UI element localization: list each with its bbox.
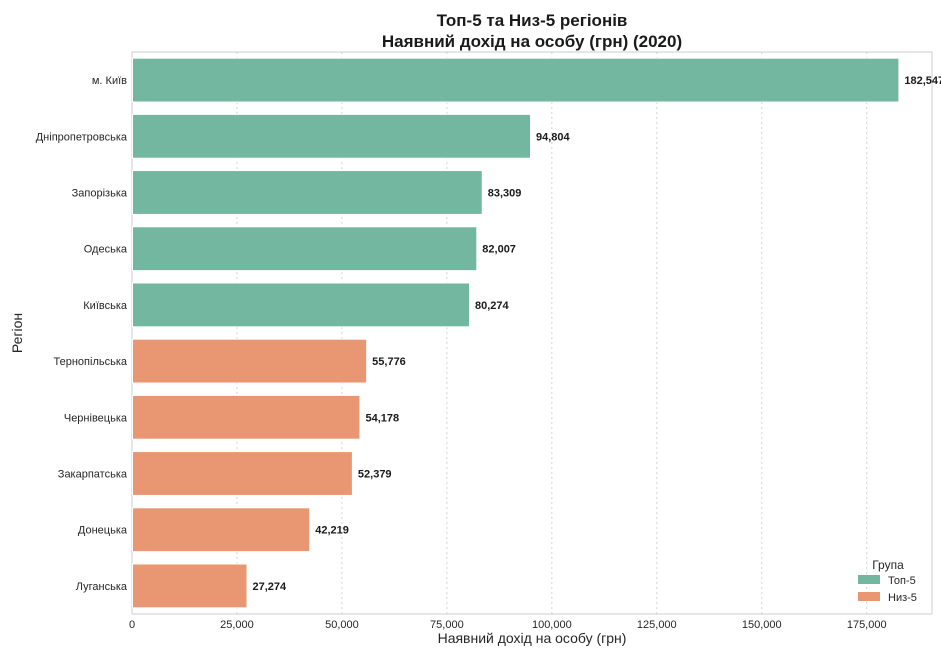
- bar: [132, 563, 248, 609]
- bars: [132, 57, 900, 609]
- y-tick-label: Дніпропетровська: [36, 131, 128, 143]
- y-tick-label: Запорізька: [72, 188, 128, 200]
- bar: [132, 170, 483, 215]
- y-axis-label: Регіон: [9, 313, 25, 353]
- bar: [132, 338, 368, 384]
- data-label: 80,274: [475, 300, 510, 312]
- bar: [132, 507, 311, 553]
- x-tick-label: 175,000: [847, 619, 887, 631]
- x-tick-label: 25,000: [220, 619, 254, 631]
- chart-title-line2: Наявний дохід на особу (грн) (2020): [382, 32, 682, 51]
- x-tick-label: 50,000: [325, 619, 359, 631]
- data-label: 54,178: [365, 412, 399, 424]
- x-axis-label: Наявний дохід на особу (грн): [438, 630, 627, 646]
- data-label: 55,776: [372, 356, 406, 368]
- x-tick-labels: 0 25,000 50,000 75,000 100,000 125,000 150,000…: [129, 619, 887, 631]
- data-label: 94,804: [536, 131, 571, 143]
- data-label: 82,007: [482, 244, 516, 256]
- y-tick-label: Луганська: [76, 581, 128, 593]
- y-tick-label: Одеська: [84, 244, 128, 256]
- legend-swatch-top5: [858, 575, 880, 584]
- data-label: 42,219: [315, 525, 349, 537]
- data-label: 27,274: [253, 581, 288, 593]
- bar: [132, 282, 471, 328]
- x-tick-label: 0: [129, 619, 135, 631]
- chart-title-line1: Топ-5 та Низ-5 регіонів: [437, 11, 628, 30]
- legend: Група Топ-5 Низ-5: [858, 558, 917, 604]
- x-tick-label: 100,000: [532, 619, 572, 631]
- data-label: 83,309: [488, 188, 522, 200]
- y-tick-label: Донецька: [78, 525, 128, 537]
- value-labels: 182,547 94,804 83,309 82,007 80,274 55,776 54,…: [253, 75, 941, 593]
- y-tick-label: Закарпатська: [58, 469, 128, 481]
- y-tick-labels: м. Київ Дніпропетровська Запорізька Одеська…: [36, 75, 128, 593]
- data-label: 182,547: [904, 75, 941, 87]
- y-tick-label: Чернівецька: [64, 412, 128, 424]
- y-tick-label: Тернопільська: [54, 356, 128, 368]
- bar: [132, 57, 900, 103]
- x-tick-label: 75,000: [430, 619, 464, 631]
- x-tick-label: 125,000: [637, 619, 677, 631]
- data-label: 52,379: [358, 469, 392, 481]
- legend-title: Група: [872, 558, 904, 572]
- legend-label-top5: Топ-5: [888, 575, 916, 587]
- plot-frame: [131, 51, 933, 615]
- legend-label-bottom5: Низ-5: [888, 592, 917, 604]
- bar: [132, 394, 361, 440]
- bar: [132, 226, 478, 272]
- x-tick-label: 150,000: [742, 619, 782, 631]
- bar: [132, 113, 532, 159]
- legend-swatch-bottom5: [858, 592, 880, 601]
- y-tick-label: Київська: [83, 300, 128, 312]
- bar: [132, 451, 353, 496]
- y-tick-label: м. Київ: [92, 75, 127, 87]
